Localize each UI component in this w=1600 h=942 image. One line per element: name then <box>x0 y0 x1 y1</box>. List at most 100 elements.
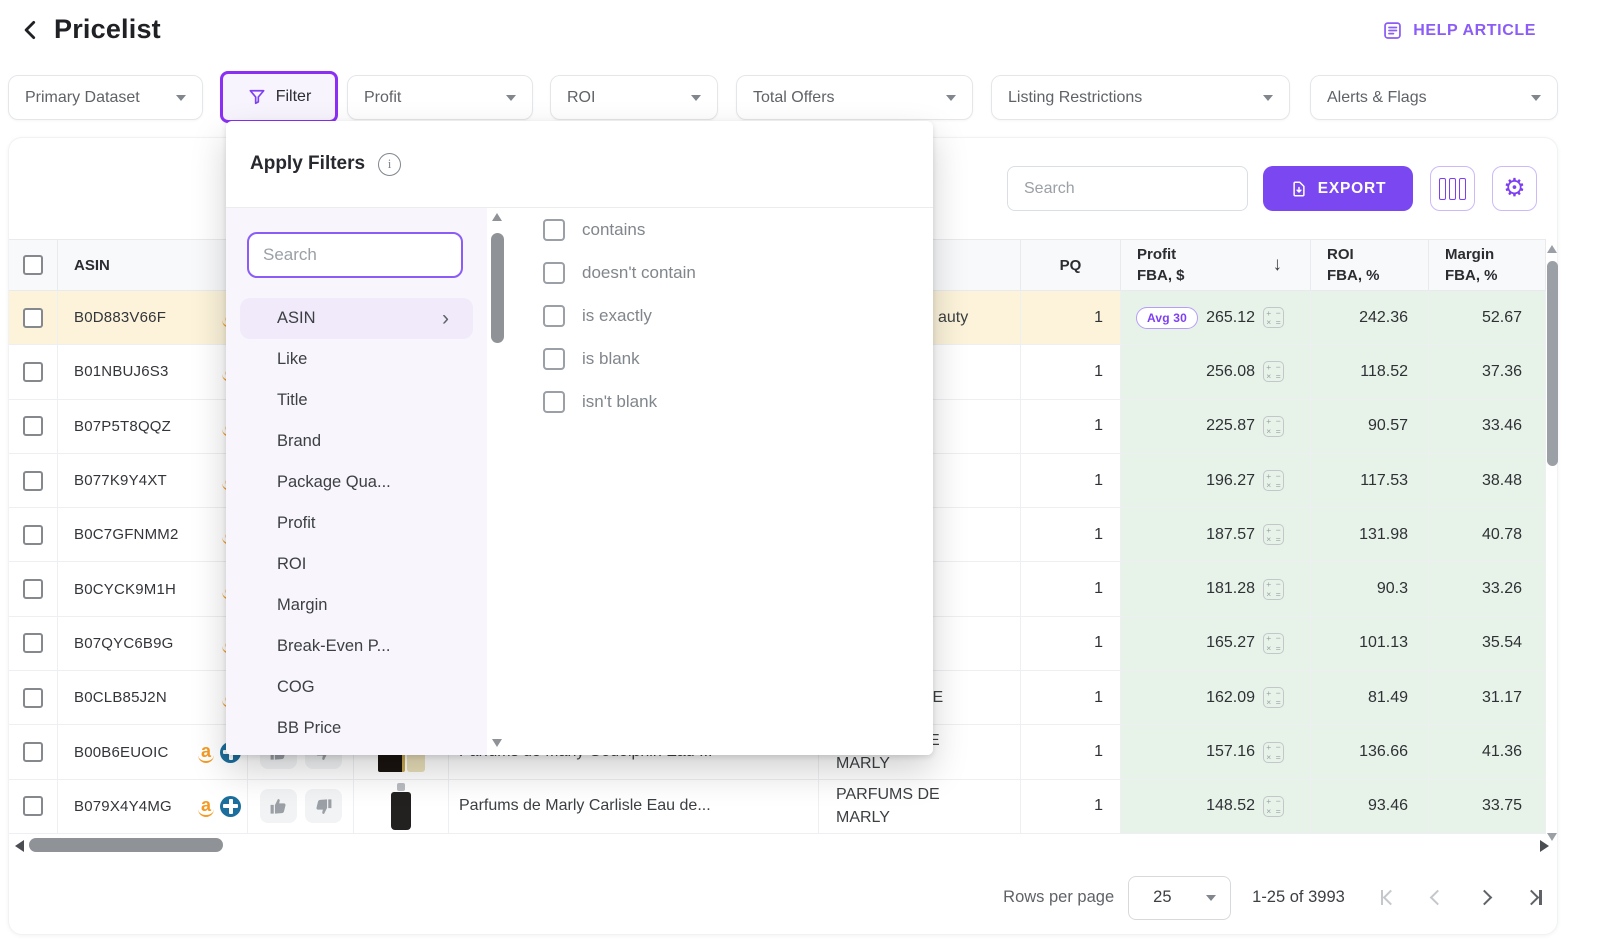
filter-field-margin[interactable]: Margin <box>226 585 487 626</box>
calculator-icon[interactable]: + − × = <box>1263 415 1284 437</box>
row-checkbox[interactable] <box>23 687 43 708</box>
scroll-up-arrow[interactable] <box>1547 245 1557 253</box>
margin-value: 40.78 <box>1481 525 1522 543</box>
export-button[interactable]: EXPORT <box>1263 166 1413 211</box>
horizontal-scrollbar[interactable] <box>9 837 1557 859</box>
condition-option[interactable]: doesn't contain <box>505 251 933 294</box>
filter-field-break-even-p[interactable]: Break-Even P... <box>226 626 487 667</box>
scroll-down-arrow[interactable] <box>1547 833 1557 841</box>
calculator-icon[interactable]: + − × = <box>1263 741 1284 763</box>
condition-option[interactable]: is exactly <box>505 294 933 337</box>
vertical-scrollbar[interactable] <box>1546 239 1559 845</box>
row-select-cell <box>9 779 58 833</box>
pq-header[interactable]: PQ <box>1021 240 1121 290</box>
last-page-button[interactable] <box>1524 889 1542 906</box>
margin-cell: 37.36 <box>1429 345 1546 399</box>
filter-field-title[interactable]: Title <box>226 380 487 421</box>
condition-checkbox[interactable] <box>543 261 565 284</box>
primary-dataset-dropdown[interactable]: Primary Dataset <box>8 75 203 120</box>
margin-header[interactable]: Margin FBA, % <box>1429 240 1546 290</box>
calculator-icon[interactable]: + − × = <box>1263 632 1284 654</box>
filter-field-label: Profit <box>277 514 316 532</box>
calculator-icon[interactable]: + − × = <box>1263 361 1284 383</box>
horizontal-scroll-thumb[interactable] <box>29 838 223 852</box>
calculator-icon[interactable]: + − × = <box>1263 795 1284 817</box>
row-checkbox[interactable] <box>23 742 43 763</box>
next-page-button[interactable] <box>1477 889 1493 906</box>
filter-scroll-thumb[interactable] <box>491 233 504 343</box>
profit-cell: 225.87 + − × = <box>1121 399 1311 453</box>
filter-list-scrollbar[interactable] <box>490 208 505 755</box>
scroll-right-arrow[interactable] <box>1540 840 1549 852</box>
roi-cell: 90.3 <box>1311 562 1429 616</box>
row-checkbox[interactable] <box>23 416 43 437</box>
select-all-cell <box>9 240 58 290</box>
calculator-icon[interactable]: + − × = <box>1263 687 1284 709</box>
rows-per-page-select[interactable]: 25 <box>1128 875 1232 920</box>
pq-cell: 1 <box>1021 508 1121 562</box>
condition-checkbox[interactable] <box>543 390 565 413</box>
calculator-icon[interactable]: + − × = <box>1263 524 1284 546</box>
product-title: Parfums de Marly Carlisle Eau de... <box>459 797 711 815</box>
row-checkbox[interactable] <box>23 307 43 328</box>
calculator-icon[interactable]: + − × = <box>1263 307 1284 329</box>
condition-option[interactable]: contains <box>505 208 933 251</box>
filter-field-roi[interactable]: ROI <box>226 544 487 585</box>
condition-checkbox[interactable] <box>543 218 565 241</box>
row-checkbox[interactable] <box>23 361 43 382</box>
filter-field-bb-price[interactable]: BB Price <box>226 708 487 749</box>
prev-page-button[interactable] <box>1430 889 1446 906</box>
filter-field-search-input[interactable] <box>247 232 463 278</box>
row-checkbox[interactable] <box>23 579 43 600</box>
condition-option[interactable]: isn't blank <box>505 380 933 423</box>
settings-button[interactable]: ⚙ <box>1492 166 1537 211</box>
scroll-down-arrow[interactable] <box>492 739 502 747</box>
listing-restrictions-dropdown[interactable]: Listing Restrictions <box>991 75 1290 120</box>
profit-cell: 162.09 + − × = <box>1121 671 1311 725</box>
vertical-scroll-thumb[interactable] <box>1547 261 1558 466</box>
filter-field-label: Package Qua... <box>277 473 391 491</box>
filter-field-package-qua[interactable]: Package Qua... <box>226 462 487 503</box>
table-search-input[interactable] <box>1007 166 1248 211</box>
filter-field-brand[interactable]: Brand <box>226 421 487 462</box>
calculator-icon[interactable]: + − × = <box>1263 470 1284 492</box>
first-page-button[interactable] <box>1380 889 1399 906</box>
row-select-cell <box>9 345 58 399</box>
condition-option[interactable]: is blank <box>505 337 933 380</box>
roi-cell: 118.52 <box>1311 345 1429 399</box>
scroll-up-arrow[interactable] <box>492 213 502 221</box>
margin-value: 41.36 <box>1481 743 1522 761</box>
asin-cell: B00B6EUOIC a <box>58 725 248 779</box>
total-offers-dropdown[interactable]: Total Offers <box>736 75 973 120</box>
thumbs-up-button[interactable] <box>259 789 297 824</box>
dropdown-label: ROI <box>567 88 596 106</box>
profit-header[interactable]: Profit FBA, $ ↓ <box>1121 240 1311 290</box>
profit-dropdown[interactable]: Profit <box>347 75 533 120</box>
row-checkbox[interactable] <box>23 470 43 491</box>
row-checkbox[interactable] <box>23 633 43 654</box>
row-checkbox[interactable] <box>23 796 43 817</box>
condition-checkbox[interactable] <box>543 304 565 327</box>
row-select-cell <box>9 616 58 671</box>
filter-field-asin[interactable]: ASIN › <box>240 298 473 339</box>
scroll-left-arrow[interactable] <box>15 840 24 852</box>
select-all-checkbox[interactable] <box>23 255 43 275</box>
filter-button[interactable]: Filter <box>220 71 338 123</box>
info-icon[interactable]: i <box>378 152 402 176</box>
help-article-link[interactable]: HELP ARTICLE <box>1382 20 1536 41</box>
roi-header[interactable]: ROI FBA, % <box>1311 240 1429 290</box>
condition-checkbox[interactable] <box>543 347 565 370</box>
row-checkbox[interactable] <box>23 524 43 545</box>
filter-field-cog[interactable]: COG <box>226 667 487 708</box>
filter-field-like[interactable]: Like <box>226 339 487 380</box>
thumbs-down-button[interactable] <box>304 789 342 824</box>
filter-field-pane: ASIN › Like Title Brand Package Qua... Profit R… <box>226 208 487 755</box>
filter-field-profit[interactable]: Profit <box>226 503 487 544</box>
alerts-flags-dropdown[interactable]: Alerts & Flags <box>1310 75 1558 120</box>
asin-header[interactable]: ASIN <box>58 240 248 290</box>
back-button[interactable] <box>18 17 44 43</box>
roi-dropdown[interactable]: ROI <box>550 75 718 120</box>
columns-button[interactable] <box>1430 166 1475 211</box>
sort-desc-icon[interactable]: ↓ <box>1272 254 1283 275</box>
calculator-icon[interactable]: + − × = <box>1263 578 1284 600</box>
